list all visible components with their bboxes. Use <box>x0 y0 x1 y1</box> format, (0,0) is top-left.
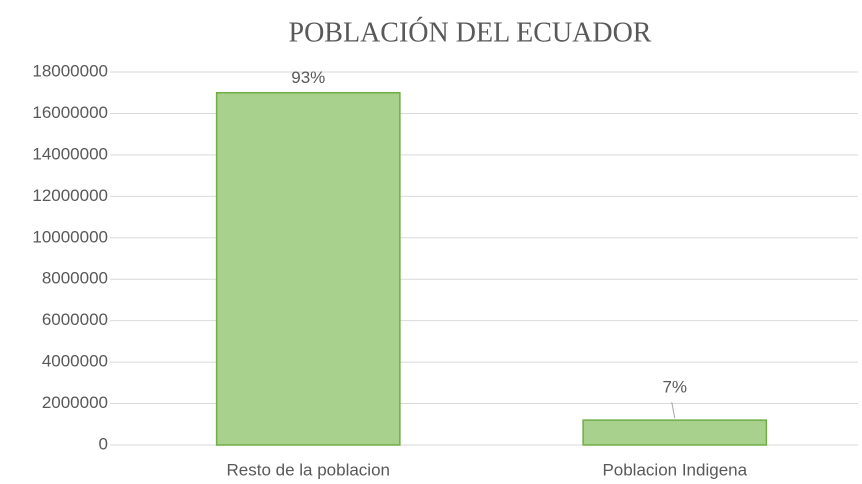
y-tick-label: 8000000 <box>42 269 108 288</box>
y-tick-label: 12000000 <box>32 186 108 205</box>
leader-line <box>671 402 676 419</box>
x-tick-label: Poblacion Indigena <box>602 460 747 479</box>
y-tick-label: 2000000 <box>42 393 108 412</box>
data-label: 93% <box>291 68 325 87</box>
chart-title: POBLACIÓN DEL ECUADOR <box>289 17 652 48</box>
y-tick-label: 10000000 <box>32 227 108 246</box>
y-tick-label: 4000000 <box>42 352 108 371</box>
bar <box>215 91 401 446</box>
data-label: 7% <box>662 378 687 397</box>
bar <box>582 419 768 446</box>
x-tick-label: Resto de la poblacion <box>226 460 390 479</box>
y-tick-label: 0 <box>99 434 108 453</box>
y-tick-label: 6000000 <box>42 310 108 329</box>
y-tick-label: 14000000 <box>32 144 108 163</box>
y-tick-label: 16000000 <box>32 103 108 122</box>
y-tick-label: 18000000 <box>32 61 108 80</box>
